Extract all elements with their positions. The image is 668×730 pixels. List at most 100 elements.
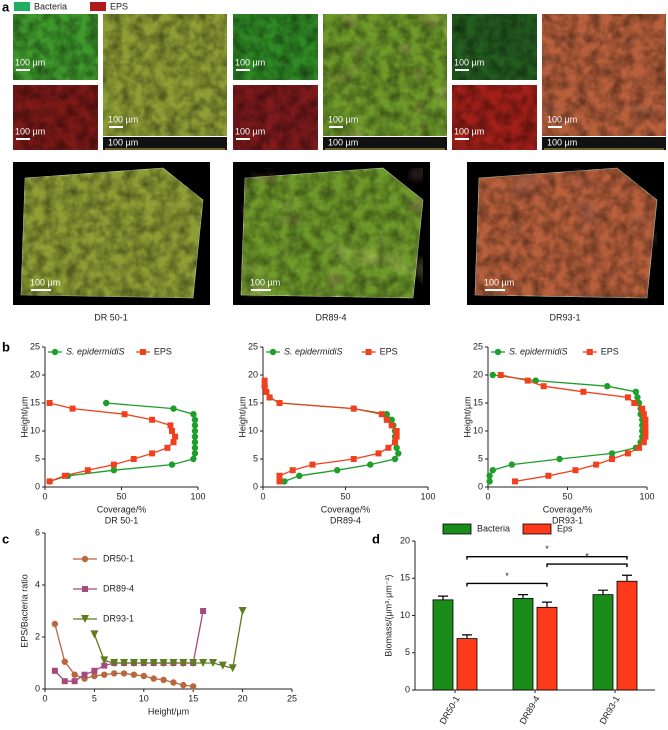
y-tick-label: 0 — [478, 481, 483, 491]
legend-label: DR89-4 — [103, 583, 134, 593]
marker — [334, 467, 341, 474]
series-line — [264, 386, 400, 483]
x-tick-label: 0 — [260, 491, 265, 501]
marker — [642, 433, 649, 440]
x-tick-label: 100 — [190, 491, 205, 501]
image-texture — [452, 85, 537, 150]
legend-label: S. epidermidiS — [509, 346, 568, 356]
marker — [634, 394, 641, 401]
scale-label: 100 µm — [15, 126, 45, 136]
legend-label: Bacteria — [34, 1, 67, 11]
image-caption: DR89-4 — [315, 312, 346, 322]
scale-label: 100 µm — [15, 57, 45, 67]
panel-label: c — [2, 531, 9, 546]
marker — [393, 428, 400, 434]
y-tick-label: 2 — [35, 631, 40, 641]
marker — [640, 411, 647, 418]
legend-label: Eps — [557, 523, 573, 533]
marker — [545, 472, 552, 479]
error-bar — [438, 595, 448, 600]
y-tick-label: 20 — [473, 369, 483, 379]
x-tick-label: 20 — [238, 693, 248, 703]
x-tick-label: DR93-1 — [598, 694, 622, 726]
marker — [191, 433, 199, 440]
marker — [81, 555, 89, 563]
image-caption: DR 50-1 — [94, 312, 128, 322]
y-tick-label: 5 — [478, 453, 483, 463]
marker — [169, 659, 178, 667]
marker — [639, 405, 646, 412]
marker — [238, 607, 247, 615]
image-3d-texture — [21, 168, 203, 298]
marker — [572, 467, 579, 474]
marker — [46, 400, 53, 406]
marker — [375, 450, 382, 457]
marker — [391, 455, 399, 463]
chart-caption: DR89-4 — [330, 515, 361, 525]
panel-label: b — [2, 339, 10, 354]
scale-label: 100 µm — [547, 114, 577, 124]
marker — [191, 444, 199, 451]
series-line — [263, 380, 398, 482]
image-texture — [542, 14, 666, 136]
scale-label: 100 µm — [108, 137, 138, 147]
marker — [170, 439, 177, 446]
marker — [149, 450, 156, 457]
y-tick-label: 20 — [30, 369, 40, 379]
marker — [81, 615, 89, 623]
marker — [200, 608, 207, 614]
scale-label: 100 µm — [235, 57, 265, 67]
x-axis-label: Coverage/% — [97, 504, 147, 514]
marker — [624, 450, 631, 457]
marker — [190, 683, 197, 690]
y-axis-label: Height/µm — [237, 396, 247, 437]
scale-label: 100 µm — [250, 277, 280, 287]
marker — [266, 394, 273, 401]
y-tick-label: 15 — [248, 397, 258, 407]
legend-label: EPS — [380, 346, 398, 356]
marker — [263, 388, 270, 395]
marker — [130, 456, 137, 462]
marker — [61, 658, 68, 665]
y-tick-label: 10 — [473, 425, 483, 435]
legend-label: S. epidermidiS — [66, 346, 125, 356]
marker — [489, 467, 496, 474]
marker — [497, 372, 504, 378]
x-tick-label: 50 — [116, 491, 126, 501]
marker — [486, 472, 493, 479]
marker — [199, 659, 208, 667]
marker — [395, 450, 402, 457]
marker — [46, 478, 53, 485]
marker — [642, 428, 649, 434]
marker — [91, 667, 98, 674]
marker — [180, 681, 187, 689]
y-axis-label: Height/µm — [19, 396, 29, 437]
marker — [189, 659, 198, 667]
y-tick-label: 25 — [473, 341, 483, 351]
scale-label: 100 µm — [484, 277, 514, 287]
marker — [179, 659, 188, 667]
image-strip — [323, 137, 447, 150]
marker — [168, 461, 176, 468]
marker — [385, 444, 392, 451]
x-tick-label: DR89-4 — [518, 694, 542, 726]
marker — [276, 400, 283, 406]
marker — [609, 456, 616, 462]
image-texture — [323, 14, 447, 136]
y-tick-label: 0 — [253, 481, 258, 491]
y-tick-label: 10 — [248, 425, 258, 435]
marker — [640, 439, 647, 446]
marker — [110, 670, 118, 677]
marker — [69, 405, 76, 412]
marker — [261, 383, 268, 390]
marker — [140, 672, 147, 680]
legend-swatch — [522, 523, 552, 535]
legend-label: EPS — [154, 346, 172, 356]
error-bar — [518, 594, 528, 599]
marker — [110, 467, 118, 474]
marker — [110, 659, 119, 667]
scale-label: 100 µm — [328, 114, 358, 124]
marker — [191, 450, 199, 457]
marker — [388, 422, 395, 429]
